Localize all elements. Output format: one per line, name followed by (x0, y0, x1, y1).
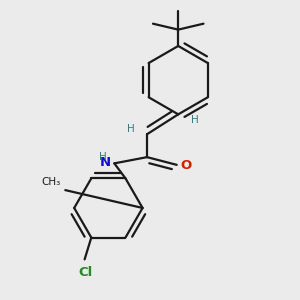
Text: O: O (180, 159, 191, 172)
Text: CH₃: CH₃ (42, 177, 61, 187)
Text: N: N (100, 156, 111, 169)
Text: H: H (191, 115, 199, 125)
Text: H: H (99, 152, 106, 162)
Text: Cl: Cl (78, 266, 92, 279)
Text: H: H (127, 124, 135, 134)
